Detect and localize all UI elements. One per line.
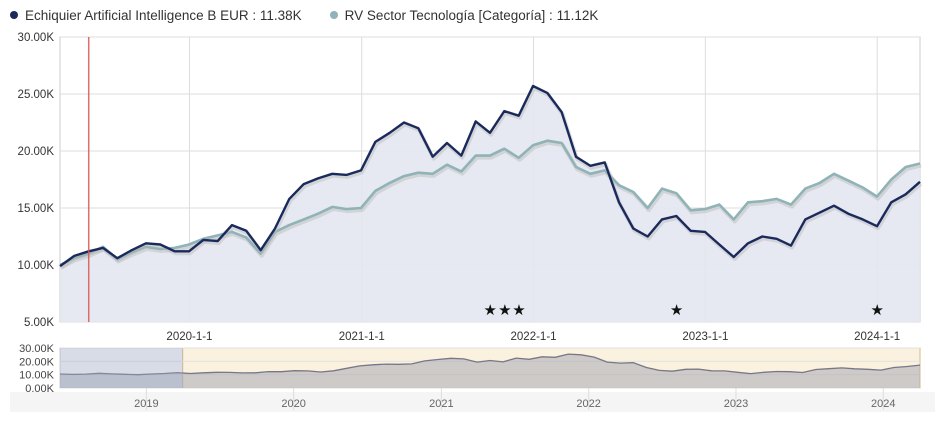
y-tick-label: 30.00K — [18, 32, 55, 44]
navigator-y-tick-label: 10.00K — [19, 370, 55, 382]
navigator-line — [59, 353, 921, 376]
navigator-scrollbar[interactable] — [10, 392, 935, 412]
navigator-year-label: 2019 — [134, 398, 158, 410]
series-line-fund-shadow — [59, 86, 923, 270]
navigator-y-tick-label: 20.00K — [19, 356, 55, 368]
legend-dot-category-icon — [329, 11, 338, 19]
x-tick-label: 2022-1-1 — [511, 331, 557, 343]
legend-fund-separator: : — [248, 7, 260, 23]
x-tick-label: 2020-1-1 — [166, 331, 212, 343]
navigator-area-fill — [60, 354, 920, 388]
legend-item-fund[interactable]: Echiquier Artificial Intelligence B EUR … — [10, 8, 302, 23]
legend-dot-fund-icon — [10, 11, 18, 19]
navigator-year-label: 2022 — [576, 398, 600, 410]
rating-star-icon: ★ — [870, 301, 883, 319]
navigator-outside-shade — [60, 348, 183, 388]
navigator-year-label: 2023 — [724, 398, 748, 410]
series-line-fund[interactable] — [59, 84, 921, 268]
series-area-fill — [60, 86, 920, 322]
main-axis: 5.00K 10.00K 15.00K 20.00K 25.00K 30.00K 2020-… — [18, 32, 901, 343]
legend-category-value: 11.12K — [556, 7, 599, 23]
rating-star-icon: ★ — [498, 301, 511, 319]
rating-star-icon: ★ — [484, 301, 497, 319]
x-tick-label: 2023-1-1 — [682, 331, 728, 343]
legend: Echiquier Artificial Intelligence B EUR … — [10, 4, 626, 26]
navigator-year-label: 2020 — [281, 398, 305, 410]
navigator-y-tick-label: 0.00K — [25, 383, 54, 395]
legend-fund-name: Echiquier Artificial Intelligence B EUR — [25, 7, 249, 23]
legend-fund-value: 11.38K — [259, 7, 302, 23]
y-tick-label: 15.00K — [18, 203, 55, 215]
main-series — [59, 84, 923, 322]
y-tick-label: 5.00K — [24, 317, 54, 329]
x-tick-label: 2021-1-1 — [339, 331, 385, 343]
navigator-year-label: 2021 — [429, 398, 453, 410]
navigator-year-label: 2024 — [871, 398, 895, 410]
y-tick-label: 10.00K — [18, 260, 55, 272]
legend-item-category[interactable]: RV Sector Tecnología [Categoría] : 11.12… — [329, 7, 599, 23]
rating-star-icon: ★ — [670, 301, 683, 319]
rating-star-icon: ★ — [512, 301, 525, 319]
y-tick-label: 25.00K — [18, 89, 55, 101]
legend-category-separator: : — [545, 7, 557, 23]
legend-category-name: RV Sector Tecnología [Categoría] — [344, 7, 546, 23]
navigator-y-tick-label: 30.00K — [19, 343, 55, 355]
x-tick-label: 2024-1-1 — [854, 331, 900, 343]
y-tick-label: 20.00K — [18, 146, 55, 158]
